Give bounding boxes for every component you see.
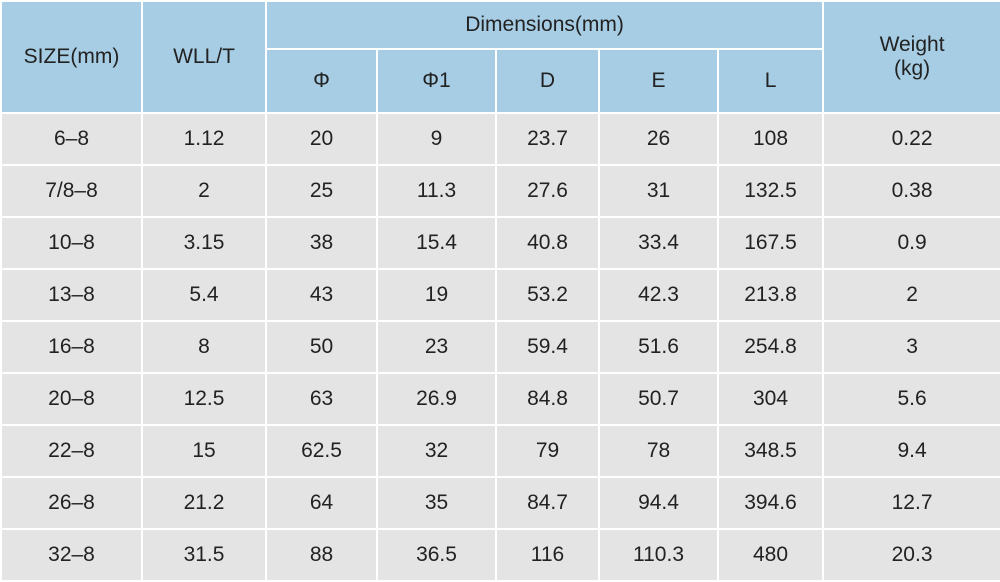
cell-e: 26: [598, 112, 719, 166]
table-row: 26–8 21.2 64 35 84.7 94.4 394.6 12.7: [0, 476, 1000, 530]
cell-phi1: 36.5: [376, 528, 497, 582]
cell-l: 167.5: [716, 216, 825, 270]
cell-weight: 0.9: [822, 216, 1000, 270]
cell-size: 13–8: [0, 268, 143, 322]
cell-phi: 88: [265, 528, 378, 582]
cell-l: 108: [716, 112, 825, 166]
cell-size: 16–8: [0, 320, 143, 374]
cell-phi1: 32: [376, 424, 497, 478]
cell-phi: 25: [265, 164, 378, 218]
cell-e: 110.3: [598, 528, 719, 582]
cell-weight: 5.6: [822, 372, 1000, 426]
cell-phi: 38: [265, 216, 378, 270]
cell-e: 51.6: [598, 320, 719, 374]
header-size: SIZE(mm): [0, 0, 143, 114]
cell-weight: 0.38: [822, 164, 1000, 218]
cell-wll: 2: [141, 164, 267, 218]
cell-size: 32–8: [0, 528, 143, 582]
cell-wll: 15: [141, 424, 267, 478]
table-body: 6–8 1.12 20 9 23.7 26 108 0.22 7/8–8 2 25 11.3 27.6 3…: [0, 112, 1000, 582]
table-row: 13–8 5.4 43 19 53.2 42.3 213.8 2: [0, 268, 1000, 322]
cell-d: 116: [495, 528, 600, 582]
cell-phi: 50: [265, 320, 378, 374]
cell-weight: 0.22: [822, 112, 1000, 166]
header-l: L: [716, 48, 825, 114]
cell-size: 26–8: [0, 476, 143, 530]
cell-wll: 8: [141, 320, 267, 374]
cell-phi1: 11.3: [376, 164, 497, 218]
cell-l: 480: [716, 528, 825, 582]
table-row: 32–8 31.5 88 36.5 116 110.3 480 20.3: [0, 528, 1000, 582]
cell-wll: 12.5: [141, 372, 267, 426]
table-row: 7/8–8 2 25 11.3 27.6 31 132.5 0.38: [0, 164, 1000, 218]
cell-weight: 20.3: [822, 528, 1000, 582]
cell-d: 53.2: [495, 268, 600, 322]
cell-phi1: 19: [376, 268, 497, 322]
cell-l: 304: [716, 372, 825, 426]
header-phi1: Φ1: [376, 48, 497, 114]
table-row: 6–8 1.12 20 9 23.7 26 108 0.22: [0, 112, 1000, 166]
header-e: E: [598, 48, 719, 114]
cell-d: 79: [495, 424, 600, 478]
cell-l: 394.6: [716, 476, 825, 530]
cell-phi1: 23: [376, 320, 497, 374]
cell-wll: 3.15: [141, 216, 267, 270]
cell-l: 348.5: [716, 424, 825, 478]
cell-phi: 64: [265, 476, 378, 530]
cell-phi: 20: [265, 112, 378, 166]
cell-d: 84.8: [495, 372, 600, 426]
cell-d: 23.7: [495, 112, 600, 166]
cell-l: 213.8: [716, 268, 825, 322]
cell-e: 78: [598, 424, 719, 478]
cell-l: 254.8: [716, 320, 825, 374]
header-weight-line1: Weight: [879, 33, 945, 56]
cell-d: 59.4: [495, 320, 600, 374]
cell-weight: 12.7: [822, 476, 1000, 530]
cell-d: 27.6: [495, 164, 600, 218]
table-row: 22–8 15 62.5 32 79 78 348.5 9.4: [0, 424, 1000, 478]
cell-phi: 62.5: [265, 424, 378, 478]
header-weight-line2: (kg): [893, 57, 931, 80]
cell-weight: 2: [822, 268, 1000, 322]
cell-e: 33.4: [598, 216, 719, 270]
cell-d: 40.8: [495, 216, 600, 270]
cell-wll: 1.12: [141, 112, 267, 166]
cell-e: 94.4: [598, 476, 719, 530]
table-row: 20–8 12.5 63 26.9 84.8 50.7 304 5.6: [0, 372, 1000, 426]
cell-phi1: 15.4: [376, 216, 497, 270]
cell-weight: 9.4: [822, 424, 1000, 478]
cell-e: 42.3: [598, 268, 719, 322]
cell-l: 132.5: [716, 164, 825, 218]
cell-d: 84.7: [495, 476, 600, 530]
cell-phi: 43: [265, 268, 378, 322]
cell-size: 20–8: [0, 372, 143, 426]
cell-e: 31: [598, 164, 719, 218]
cell-phi: 63: [265, 372, 378, 426]
header-d: D: [495, 48, 600, 114]
cell-wll: 21.2: [141, 476, 267, 530]
header-wll: WLL/T: [141, 0, 267, 114]
cell-size: 22–8: [0, 424, 143, 478]
header-weight: Weight (kg): [822, 0, 1000, 114]
cell-size: 7/8–8: [0, 164, 143, 218]
cell-phi1: 26.9: [376, 372, 497, 426]
table-row: 10–8 3.15 38 15.4 40.8 33.4 167.5 0.9: [0, 216, 1000, 270]
cell-e: 50.7: [598, 372, 719, 426]
cell-phi1: 9: [376, 112, 497, 166]
cell-weight: 3: [822, 320, 1000, 374]
cell-size: 10–8: [0, 216, 143, 270]
cell-phi1: 35: [376, 476, 497, 530]
cell-size: 6–8: [0, 112, 143, 166]
header-dimensions: Dimensions(mm): [264, 0, 825, 50]
cell-wll: 5.4: [141, 268, 267, 322]
table-row: 16–8 8 50 23 59.4 51.6 254.8 3: [0, 320, 1000, 374]
cell-wll: 31.5: [141, 528, 267, 582]
header-phi: Φ: [265, 48, 378, 114]
